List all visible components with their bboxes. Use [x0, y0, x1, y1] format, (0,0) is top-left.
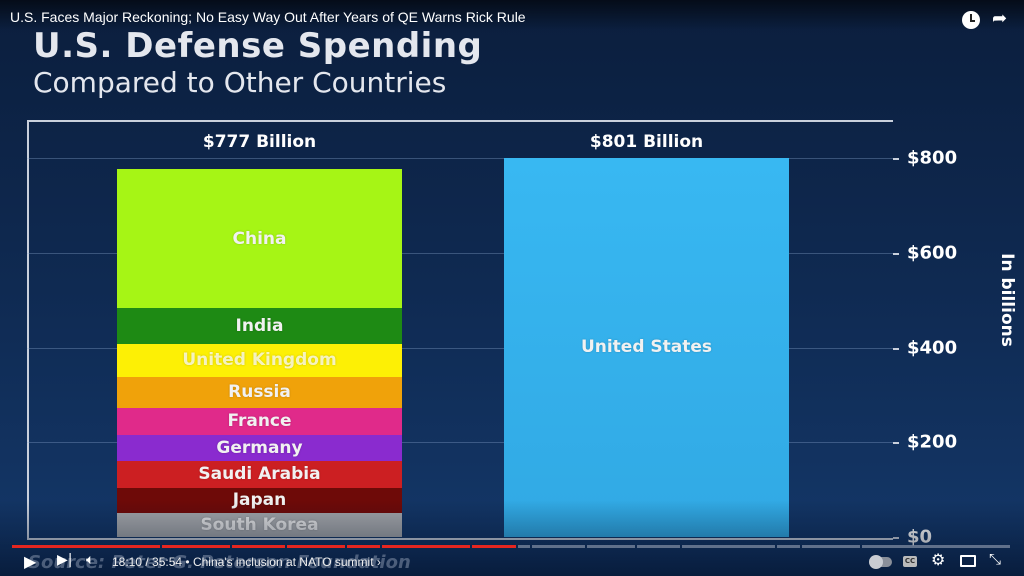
gridline	[27, 347, 893, 349]
y-tick-label: $200	[907, 431, 958, 453]
y-tick-label: $600	[907, 242, 958, 264]
segment-label: Germany	[216, 437, 303, 458]
gridline	[27, 252, 893, 254]
total-label-us: $801 Billion	[589, 132, 704, 152]
bar-segment-saudi-arabia: Saudi Arabia	[117, 461, 402, 488]
time-display: 18:10 / 35:54 • China's inclusion at NAT…	[112, 555, 381, 569]
bar-united-states: United States	[504, 157, 789, 537]
chapter-segment[interactable]	[682, 545, 775, 548]
chapter-segment[interactable]	[472, 545, 516, 548]
bar-label: United States	[580, 337, 713, 358]
exit-fullscreen-icon[interactable]: ⤡	[989, 550, 1002, 568]
gridline	[27, 442, 893, 444]
y-tick	[893, 442, 899, 445]
y-tick	[893, 347, 899, 350]
current-time: 18:10	[112, 555, 143, 569]
chapter-segment[interactable]	[162, 545, 230, 548]
y-tick	[893, 252, 899, 255]
bar-segment-india: India	[117, 307, 402, 345]
chapter-segment[interactable]	[12, 545, 160, 548]
captions-icon[interactable]: CC	[903, 556, 917, 567]
segment-label: Saudi Arabia	[198, 464, 321, 485]
controls-shade	[0, 500, 1024, 576]
duration: 35:54	[152, 555, 183, 569]
slide-subtitle: Compared to Other Countries	[33, 66, 447, 99]
slide-title: U.S. Defense Spending	[33, 26, 483, 66]
chapter-segment[interactable]	[587, 545, 635, 548]
bar-segment-germany: Germany	[117, 434, 402, 462]
player-controls: Source: Peter G. Peterson Foundation ▶ ▶…	[0, 550, 1024, 574]
segment-label: United Kingdom	[182, 350, 337, 371]
segment-label: Russia	[228, 382, 291, 403]
volume-icon[interactable]: 🔈︎	[86, 552, 95, 568]
progress-bar[interactable]	[12, 545, 1012, 548]
video-title[interactable]: U.S. Faces Major Reckoning; No Easy Way …	[10, 9, 526, 25]
gridline	[27, 158, 893, 159]
chapter-segment[interactable]	[518, 545, 530, 548]
bar-segment-russia: Russia	[117, 376, 402, 408]
settings-gear-icon[interactable]: ⚙	[931, 550, 946, 569]
chapter-segment[interactable]	[287, 545, 345, 548]
segment-label: India	[235, 316, 284, 337]
play-icon[interactable]: ▶	[24, 552, 37, 571]
share-icon[interactable]: ➦	[992, 8, 1008, 29]
chapter-segment[interactable]	[347, 545, 380, 548]
total-label-others: $777 Billion	[202, 132, 317, 152]
bar-segment-china: China	[117, 169, 402, 308]
chapter-segment[interactable]	[802, 545, 860, 548]
chapter-title[interactable]: • China's inclusion at NATO summit ›	[185, 555, 381, 569]
y-tick-label: $800	[907, 147, 958, 169]
chapter-segment[interactable]	[777, 545, 800, 548]
y-tick-label: $400	[907, 337, 958, 358]
autoplay-knob-icon	[869, 555, 883, 569]
bar-segment-france: France	[117, 407, 402, 435]
chapter-segment[interactable]	[862, 545, 1010, 548]
next-icon[interactable]: ▶|	[57, 552, 73, 568]
segment-label: China	[232, 228, 287, 249]
chapter-segment[interactable]	[232, 545, 285, 548]
bar-segment-united-kingdom: United Kingdom	[117, 344, 402, 377]
title-overlay	[0, 0, 1024, 30]
autoplay-toggle[interactable]	[869, 555, 892, 569]
segment-label: France	[227, 411, 292, 432]
airplay-icon[interactable]	[960, 555, 976, 567]
y-tick	[893, 158, 899, 160]
chapter-segment[interactable]	[532, 545, 585, 548]
chapter-segment[interactable]	[637, 545, 680, 548]
slide-source: Source: Peter G. Peterson Foundation	[28, 552, 411, 573]
chapter-segment[interactable]	[382, 545, 470, 548]
y-axis-label: In billions	[996, 253, 1017, 347]
time-separator: /	[142, 555, 153, 569]
watch-later-icon[interactable]	[962, 11, 980, 29]
